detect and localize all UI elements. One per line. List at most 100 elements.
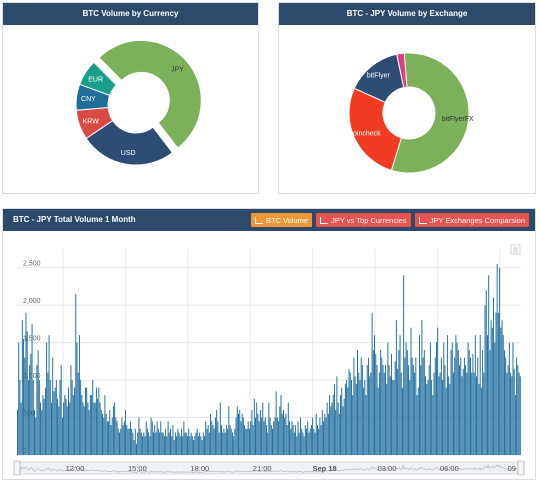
- bar[interactable]: [397, 368, 399, 455]
- bar[interactable]: [178, 432, 180, 455]
- bar[interactable]: [425, 376, 427, 455]
- bar[interactable]: [242, 417, 244, 455]
- bar[interactable]: [65, 398, 67, 455]
- bar[interactable]: [229, 425, 231, 455]
- bar[interactable]: [236, 406, 238, 455]
- bar[interactable]: [511, 376, 513, 455]
- bar[interactable]: [270, 425, 272, 455]
- bar[interactable]: [494, 342, 496, 455]
- bar[interactable]: [86, 387, 88, 455]
- bar[interactable]: [408, 365, 410, 455]
- bar[interactable]: [25, 312, 27, 455]
- bar[interactable]: [129, 421, 131, 455]
- bar[interactable]: [505, 357, 507, 455]
- bar[interactable]: [182, 436, 184, 455]
- bar[interactable]: [280, 395, 282, 455]
- bar[interactable]: [479, 335, 481, 455]
- bar[interactable]: [161, 432, 163, 455]
- bar[interactable]: [153, 432, 154, 455]
- bar[interactable]: [112, 406, 114, 455]
- bar[interactable]: [19, 380, 21, 455]
- bar[interactable]: [437, 327, 439, 455]
- bar[interactable]: [350, 380, 352, 455]
- bar[interactable]: [253, 398, 255, 455]
- bar[interactable]: [259, 410, 261, 455]
- bar[interactable]: [134, 428, 136, 455]
- bar[interactable]: [24, 357, 26, 455]
- bar[interactable]: [452, 372, 454, 455]
- bar[interactable]: [485, 290, 487, 455]
- bar[interactable]: [231, 432, 233, 455]
- bar[interactable]: [123, 421, 125, 455]
- bar[interactable]: [422, 357, 424, 455]
- bar[interactable]: [187, 436, 188, 455]
- bar[interactable]: [252, 425, 254, 455]
- bar[interactable]: [433, 372, 435, 455]
- bar[interactable]: [482, 350, 484, 455]
- bar[interactable]: [110, 425, 112, 455]
- bar[interactable]: [20, 402, 22, 455]
- bar[interactable]: [213, 428, 215, 455]
- bar[interactable]: [461, 376, 463, 455]
- bar[interactable]: [446, 335, 448, 455]
- donut-slice[interactable]: [348, 87, 402, 171]
- bar[interactable]: [255, 417, 256, 455]
- bar[interactable]: [457, 350, 459, 455]
- donut-slice[interactable]: [85, 119, 174, 166]
- bar[interactable]: [285, 413, 287, 455]
- donut-slice[interactable]: [396, 52, 408, 89]
- navigator-left-handle[interactable]: [13, 460, 21, 476]
- bar[interactable]: [428, 365, 430, 455]
- bar[interactable]: [68, 387, 69, 455]
- bar[interactable]: [386, 383, 388, 455]
- bar[interactable]: [493, 297, 495, 455]
- bar[interactable]: [392, 380, 394, 455]
- bar[interactable]: [85, 387, 86, 455]
- bar[interactable]: [17, 410, 18, 455]
- bar[interactable]: [72, 395, 74, 455]
- bar[interactable]: [388, 365, 390, 455]
- bar[interactable]: [348, 368, 350, 455]
- bar[interactable]: [518, 372, 520, 455]
- bar[interactable]: [239, 410, 241, 455]
- bar[interactable]: [302, 432, 304, 455]
- bar[interactable]: [245, 428, 247, 455]
- bar[interactable]: [43, 398, 45, 455]
- bar[interactable]: [160, 421, 162, 455]
- bar[interactable]: [474, 335, 476, 455]
- bar[interactable]: [435, 342, 437, 455]
- bar[interactable]: [398, 350, 400, 455]
- bar[interactable]: [228, 406, 230, 455]
- bar[interactable]: [272, 428, 274, 455]
- bar[interactable]: [304, 425, 306, 455]
- bar[interactable]: [127, 428, 129, 455]
- bar[interactable]: [393, 380, 395, 455]
- bar[interactable]: [331, 402, 333, 455]
- bar[interactable]: [75, 293, 77, 455]
- bar[interactable]: [196, 428, 198, 455]
- bar[interactable]: [415, 357, 417, 455]
- bar[interactable]: [510, 372, 512, 455]
- bar[interactable]: [60, 365, 62, 455]
- bar[interactable]: [120, 428, 122, 455]
- bar[interactable]: [125, 410, 127, 455]
- bar[interactable]: [179, 436, 181, 455]
- bar[interactable]: [174, 432, 176, 455]
- bar[interactable]: [361, 365, 363, 455]
- bar[interactable]: [146, 428, 148, 455]
- bar[interactable]: [216, 410, 218, 455]
- bar[interactable]: [230, 428, 232, 455]
- bar[interactable]: [133, 440, 135, 455]
- bar[interactable]: [286, 425, 288, 455]
- bar[interactable]: [235, 417, 237, 455]
- navigator-right-handle[interactable]: [517, 460, 525, 476]
- bar[interactable]: [293, 432, 295, 455]
- bar[interactable]: [297, 421, 299, 455]
- bar[interactable]: [401, 387, 403, 455]
- jpy-vs-top-currencies-button[interactable]: JPY vs Top Currencies: [316, 213, 411, 227]
- bar[interactable]: [418, 335, 420, 455]
- bar[interactable]: [514, 395, 516, 455]
- bar[interactable]: [143, 432, 145, 455]
- bar[interactable]: [77, 372, 79, 455]
- bar[interactable]: [394, 361, 396, 455]
